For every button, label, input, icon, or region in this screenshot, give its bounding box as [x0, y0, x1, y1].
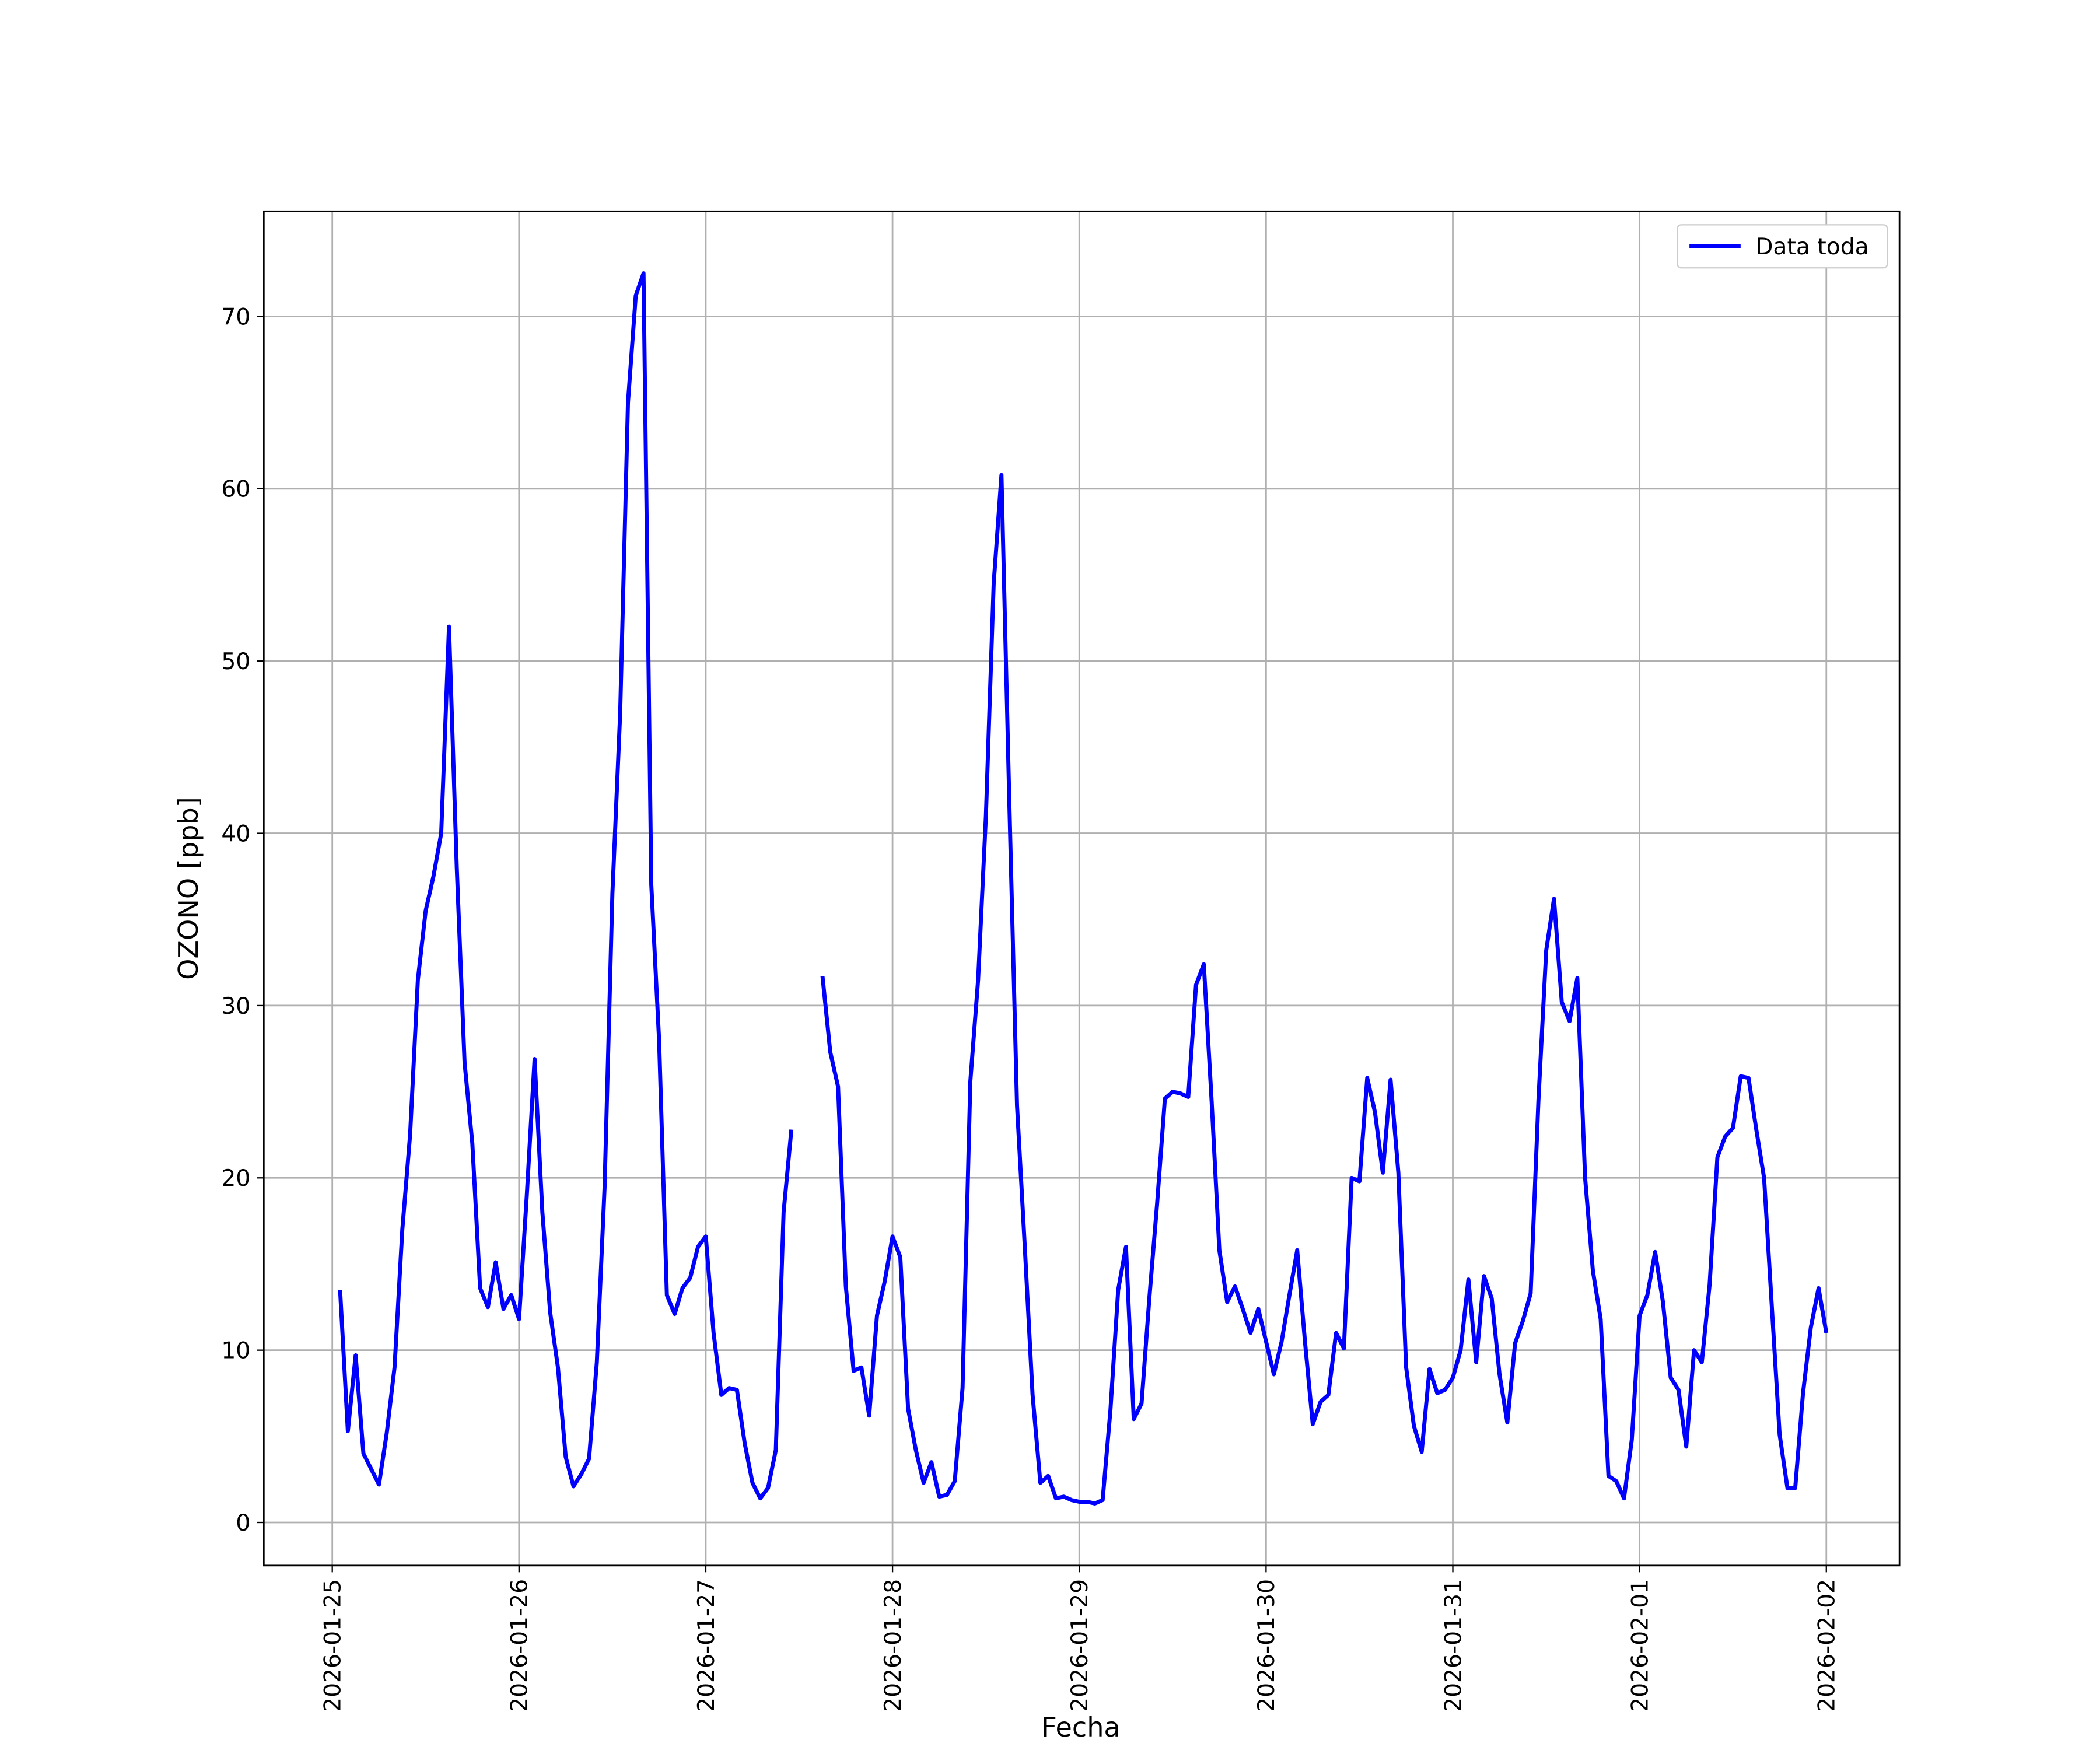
legend-label: Data toda: [1755, 234, 1868, 260]
legend-box: [1676, 224, 1888, 269]
y-tick-label: 10: [221, 1338, 250, 1364]
grid: [264, 211, 1900, 1566]
x-tick-label: 2026-01-25: [320, 1579, 346, 1712]
y-tick-label: 20: [221, 1166, 250, 1192]
plot-area: [338, 271, 1829, 1506]
data-line: [338, 271, 1829, 1506]
x-axis-label: Fecha: [1041, 1712, 1120, 1743]
axes-frame: [262, 210, 1901, 1567]
x-tick-label: 2026-01-29: [1067, 1579, 1093, 1712]
y-tick-label: 0: [236, 1510, 250, 1536]
x-tick-label: 2026-01-30: [1254, 1579, 1280, 1712]
y-axis-label: OZONO [ppb]: [173, 797, 204, 980]
x-tick-label: 2026-01-28: [880, 1579, 907, 1712]
y-tick-label: 50: [221, 649, 250, 675]
y-tick-label: 40: [221, 821, 250, 847]
x-tick-label: 2026-01-31: [1440, 1579, 1466, 1712]
x-tick-label: 2026-01-26: [507, 1579, 533, 1712]
y-tick-label: 30: [221, 993, 250, 1020]
y-tick-label: 70: [221, 304, 250, 330]
x-tick-label: 2026-02-02: [1814, 1579, 1840, 1712]
y-tick-label: 60: [221, 477, 250, 503]
x-tick-label: 2026-01-27: [694, 1579, 720, 1712]
x-tick-label: 2026-02-01: [1627, 1579, 1653, 1712]
